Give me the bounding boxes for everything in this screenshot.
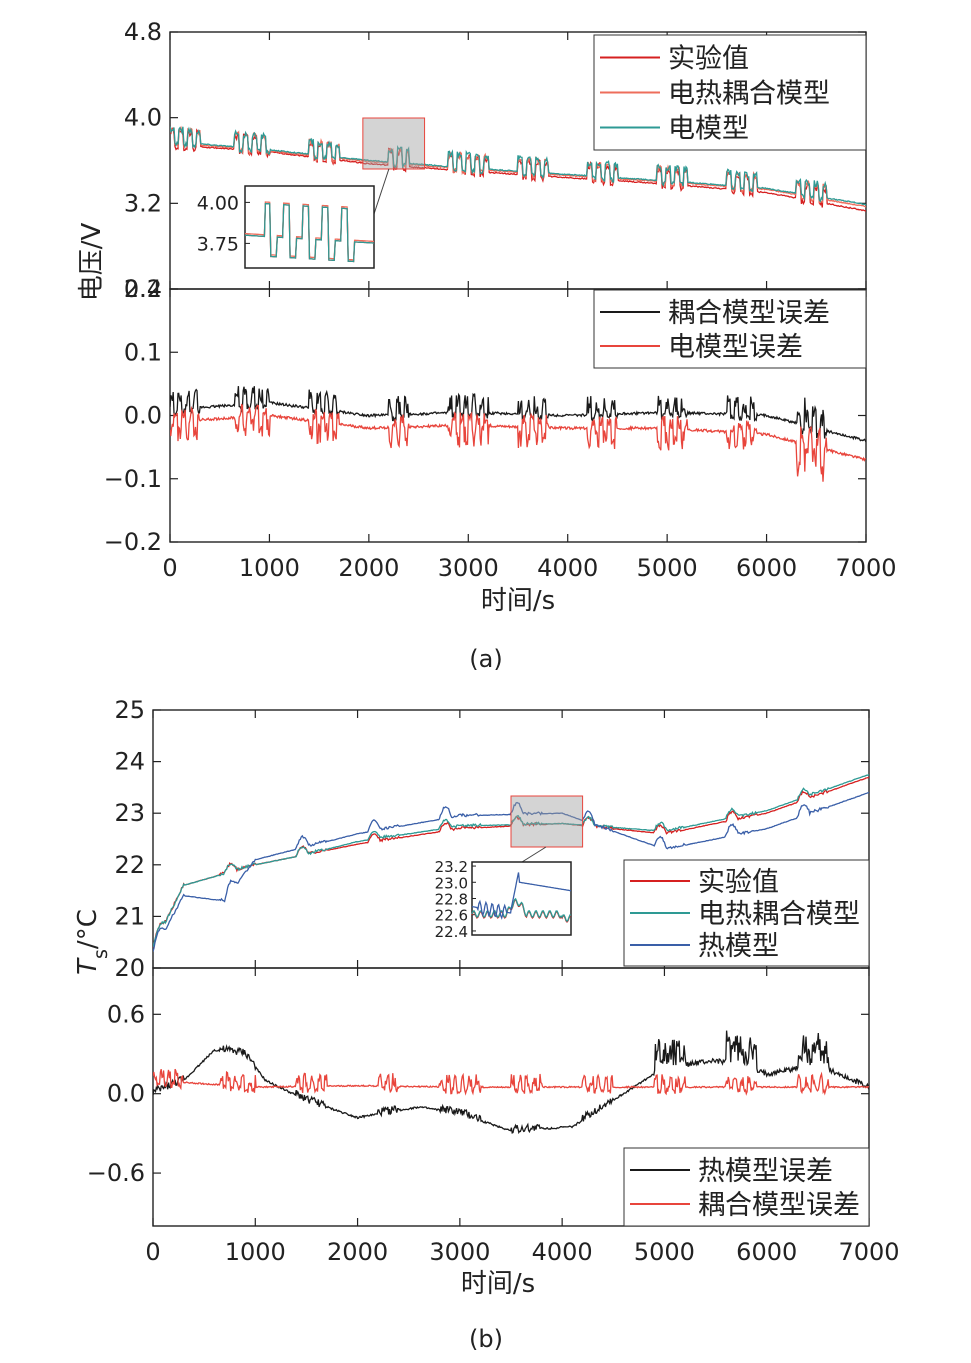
b_top-legend-label-0: 实验值 xyxy=(698,867,779,898)
a_top-series-line-2 xyxy=(170,126,866,206)
a_bottom-ytick-label-4: −0.2 xyxy=(104,528,162,556)
a_top-ytick-label-0: 4.8 xyxy=(124,18,162,46)
a_top-legend-label-2: 电模型 xyxy=(668,114,749,145)
panel-a-ylabel: 电压/V xyxy=(77,223,107,302)
a_top-legend-label-0: 实验值 xyxy=(668,44,749,75)
a_bottom-xtick-label-5: 5000 xyxy=(637,554,698,582)
b_top-ytick-label-3: 22 xyxy=(114,851,145,879)
b_bottom-xtick-label-2: 2000 xyxy=(327,1238,388,1266)
b-top-inset-ytick-label-3: 22.6 xyxy=(435,907,468,925)
a_bottom-ytick-label-0: 0.2 xyxy=(124,275,162,303)
a_bottom-legend-label-1: 电模型误差 xyxy=(668,332,803,363)
b_bottom-ytick-label-1: 0.0 xyxy=(107,1080,145,1108)
a_bottom-xtick-label-3: 3000 xyxy=(438,554,499,582)
b_top-ytick-label-2: 23 xyxy=(114,799,145,827)
b_bottom-xtick-label-5: 5000 xyxy=(634,1238,695,1266)
b_top-legend-label-2: 热模型 xyxy=(698,931,779,962)
a_top-ytick-label-1: 4.0 xyxy=(124,104,162,132)
b-top-inset-ytick-label-4: 22.4 xyxy=(435,923,468,941)
panel-a-error-plot: 0.2 0.1 0.0 −0.1 −0.20 1000 2000 3000 4000 5000 60… xyxy=(104,275,897,582)
b_bottom-frame xyxy=(152,967,870,1227)
a_bottom-xtick-label-2: 2000 xyxy=(338,554,399,582)
b_top-ytick-label-1: 24 xyxy=(114,748,145,776)
a_bottom-legend-box xyxy=(593,289,867,369)
b_top-legend-label-1: 电热耦合模型 xyxy=(698,899,860,930)
b-top-inset-ytick-label-1: 23.0 xyxy=(435,874,468,892)
panel-b-ylabel-unit: /°C xyxy=(73,909,103,949)
b_bottom-xtick-label-7: 7000 xyxy=(838,1238,899,1266)
b_top-ytick-label-4: 21 xyxy=(114,902,145,930)
panel-b-ylabel-main: T xyxy=(73,957,103,975)
a_bottom-ytick-label-3: −0.1 xyxy=(104,465,162,493)
a-top-inset-series-line-2 xyxy=(244,202,375,263)
a_bottom-legend-label-0: 耦合模型误差 xyxy=(668,298,830,329)
b_bottom-xtick-label-6: 6000 xyxy=(736,1238,797,1266)
a_bottom-xtick-label-4: 4000 xyxy=(537,554,598,582)
a_bottom-xtick-label-7: 7000 xyxy=(835,554,896,582)
panel-b-error-plot: 0.6 0.0 −0.6 0 1000 2000 3000 4000 5000 6000 7000 热… xyxy=(87,967,900,1266)
b_top-ytick-label-0: 25 xyxy=(114,696,145,724)
panel-b-caption: (b) xyxy=(469,1325,503,1353)
b-top-inset-pointer xyxy=(521,846,547,863)
b_bottom-legend-label-1: 耦合模型误差 xyxy=(698,1190,860,1221)
a_bottom-xtick-label-6: 6000 xyxy=(736,554,797,582)
a-top-zoom-region xyxy=(362,117,426,170)
panel-a-caption: (a) xyxy=(469,645,502,673)
a_bottom-series-line-0 xyxy=(170,386,866,443)
a-top-inset-ytick-label-1: 3.75 xyxy=(197,233,239,255)
a-top-inset-ytick-label-0: 4.00 xyxy=(197,192,239,214)
b_top-ytick-label-5: 20 xyxy=(114,954,145,982)
b_bottom-series-line-1 xyxy=(153,1068,869,1096)
b_bottom-legend-label-0: 热模型误差 xyxy=(698,1156,833,1187)
b-top-inset-series-line-2 xyxy=(471,872,572,920)
a_bottom-xtick-label-1: 1000 xyxy=(239,554,300,582)
panel-b-xlabel: 时间/s xyxy=(461,1269,535,1299)
a_top-legend-label-1: 电热耦合模型 xyxy=(668,79,830,110)
panel-b-ylabel: Ts/°C xyxy=(73,909,112,975)
b-top-inset-ytick-label-0: 23.2 xyxy=(435,858,468,876)
b_bottom-xtick-label-0: 0 xyxy=(145,1238,160,1266)
a_top-ytick-label-2: 3.2 xyxy=(124,189,162,217)
b_bottom-series-line-0 xyxy=(153,1030,869,1135)
panel-b-ylabel-sub: s xyxy=(90,949,112,959)
b_bottom-legend-box xyxy=(623,1147,870,1227)
a_bottom-ytick-label-1: 0.1 xyxy=(124,338,162,366)
b_bottom-xtick-label-4: 4000 xyxy=(532,1238,593,1266)
b-top-inset-frame xyxy=(471,861,572,936)
b-top-inset-ytick-label-2: 22.8 xyxy=(435,891,468,909)
b_bottom-xtick-label-3: 3000 xyxy=(429,1238,490,1266)
a_top-ytick-label-3: 2.4 xyxy=(124,275,162,303)
b_bottom-xtick-label-1: 1000 xyxy=(225,1238,286,1266)
panel-a-xlabel: 时间/s xyxy=(481,586,555,616)
b_bottom-ytick-label-2: −0.6 xyxy=(87,1159,145,1187)
b-top-zoom-region xyxy=(510,795,584,848)
a_bottom-xtick-label-0: 0 xyxy=(162,554,177,582)
a_bottom-ytick-label-2: 0.0 xyxy=(124,402,162,430)
a_bottom-series-line-1 xyxy=(170,403,866,482)
panel-b-temperature-plot: 25 24 23 22 21 20 23.223.022.822.622.4 实验值电热耦合模… xyxy=(114,696,870,982)
b_bottom-ytick-label-0: 0.6 xyxy=(107,1000,145,1028)
a-top-inset-pointer xyxy=(373,168,390,215)
